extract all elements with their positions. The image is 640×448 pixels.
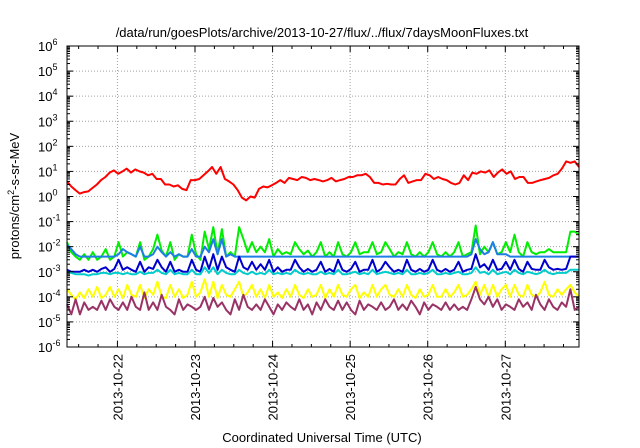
y-tick-label: 10-5 (38, 313, 60, 330)
y-tick-base: 10 (38, 315, 52, 330)
y-tick-base: 10 (38, 290, 52, 305)
y-tick-base: 10 (38, 39, 52, 54)
y-tick-label: 100 (38, 188, 57, 205)
y-axis-label: protons/cm2-s-sr-MeV (6, 132, 22, 259)
chart-title: /data/run/goesPlots/archive/2013-10-27/f… (116, 25, 529, 40)
x-tick-label: 2013-10-25 (343, 354, 358, 421)
y-tick-label: 103 (38, 112, 57, 129)
y-tick-exponent: -3 (52, 263, 60, 273)
y-tick-label: 10-4 (38, 288, 60, 305)
series-line-4 (66, 266, 579, 277)
y-tick-base: 10 (38, 215, 52, 230)
y-tick-base: 10 (38, 190, 52, 205)
y-tick-label: 10-1 (38, 213, 60, 230)
y-tick-exponent: 6 (52, 37, 57, 47)
y-tick-exponent: -1 (52, 213, 60, 223)
y-tick-base: 10 (38, 240, 52, 255)
x-axis-label: Coordinated Universal Time (UTC) (222, 430, 421, 445)
data-series (66, 160, 580, 316)
y-tick-exponent: 4 (52, 87, 57, 97)
y-tick-label: 106 (38, 37, 57, 54)
y-axis-ticks: 10-610-510-410-310-210-11001011021031041… (38, 37, 579, 355)
y-tick-exponent: -5 (52, 313, 60, 323)
y-tick-label: 105 (38, 62, 57, 79)
x-tick-label: 2013-10-24 (266, 354, 281, 421)
series-line-5 (66, 278, 580, 301)
series-line-3 (66, 253, 579, 273)
y-label-main: protons/cm (7, 195, 22, 259)
y-tick-base: 10 (38, 64, 52, 79)
y-tick-exponent: -4 (52, 288, 60, 298)
x-axis-ticks: 2013-10-22 2013-10-23 2013-10-24 2013-10-25… (78, 46, 564, 421)
x-tick-label: 2013-10-22 (110, 354, 125, 421)
y-tick-exponent: 3 (52, 112, 57, 122)
y-tick-label: 104 (38, 87, 57, 104)
y-label-superscript: 2 (6, 190, 16, 195)
y-tick-base: 10 (38, 114, 52, 129)
y-tick-base: 10 (38, 340, 52, 355)
x-tick-label: 2013-10-26 (421, 354, 436, 421)
y-tick-label: 10-2 (38, 238, 60, 255)
y-tick-label: 101 (38, 162, 57, 179)
y-tick-label: 10-3 (38, 263, 60, 280)
y-tick-exponent: 2 (52, 137, 57, 147)
y-tick-exponent: 1 (52, 162, 57, 172)
series-line-6 (66, 285, 580, 316)
y-tick-exponent: -6 (52, 338, 60, 348)
y-tick-base: 10 (38, 265, 52, 280)
y-label-rest: -s-sr-MeV (7, 132, 22, 189)
y-tick-exponent: -2 (52, 238, 60, 248)
y-tick-base: 10 (38, 164, 52, 179)
y-tick-label: 102 (38, 137, 57, 154)
y-tick-label: 10-6 (38, 338, 60, 355)
y-tick-exponent: 0 (52, 188, 57, 198)
series-line-2 (66, 238, 579, 258)
y-tick-base: 10 (38, 139, 52, 154)
x-tick-label: 2013-10-27 (498, 354, 513, 421)
series-line-0 (66, 160, 580, 202)
x-tick-label: 2013-10-23 (188, 354, 203, 421)
y-tick-exponent: 5 (52, 62, 57, 72)
grid-lines (67, 46, 579, 347)
y-tick-base: 10 (38, 89, 52, 104)
